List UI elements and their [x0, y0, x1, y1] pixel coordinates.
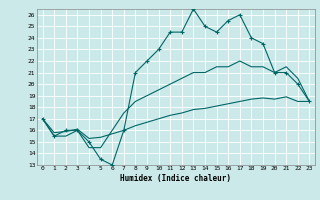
X-axis label: Humidex (Indice chaleur): Humidex (Indice chaleur): [121, 174, 231, 183]
